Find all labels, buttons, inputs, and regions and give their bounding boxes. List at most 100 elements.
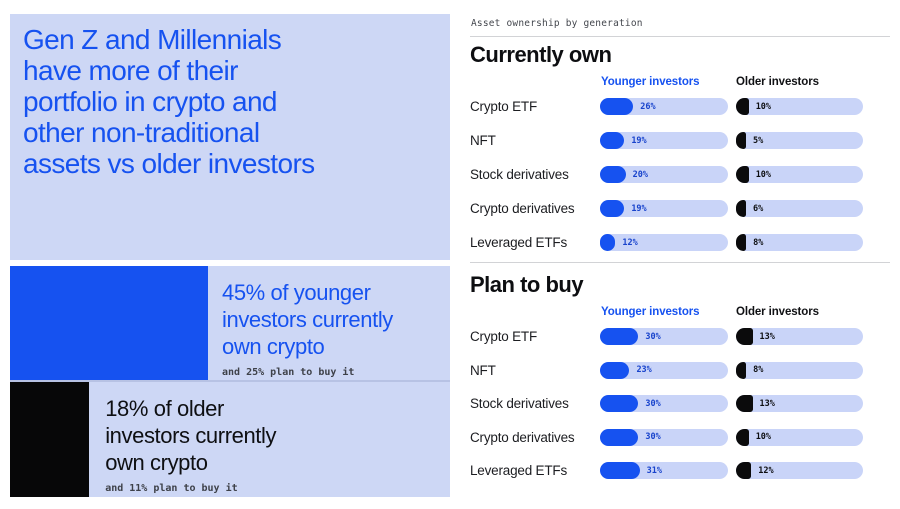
bar-older: 13% [736, 395, 863, 412]
bar-younger-fill [600, 166, 626, 183]
asset-row-leveraged-etfs: Leveraged ETFs 12% 8% [470, 227, 890, 258]
asset-row-crypto-derivatives: Crypto derivatives 30% 10% [470, 422, 890, 453]
bar-older-value: 6% [753, 203, 764, 214]
bar-younger-fill [600, 132, 625, 149]
bar-younger-value: 12% [622, 237, 638, 248]
asset-label: Leveraged ETFs [470, 463, 567, 478]
bar-younger: 30% [600, 428, 728, 446]
bar-older-fill [736, 428, 749, 446]
bar-younger: 31% [600, 462, 728, 479]
legend-older: Older investors [736, 76, 819, 88]
asset-label: Leveraged ETFs [470, 235, 567, 250]
asset-label: NFT [470, 133, 496, 148]
bar-younger-fill [600, 98, 634, 115]
bar-younger: 26% [600, 98, 728, 115]
older-callout-text: 18% of older investors currently own cry… [105, 396, 277, 475]
asset-label: Crypto ETF [470, 99, 538, 114]
bar-older-value: 5% [753, 135, 764, 146]
bar-younger: 12% [600, 234, 728, 251]
bar-younger-fill [600, 395, 639, 412]
asset-label: Crypto derivatives [470, 429, 575, 445]
bar-younger-fill [600, 328, 639, 345]
chart-column: Asset ownership by generation Currently … [470, 0, 890, 509]
headline-panel: Gen Z and Millennials have more of their… [10, 14, 450, 260]
left-column: Gen Z and Millennials have more of their… [10, 14, 450, 497]
bar-older-fill [736, 132, 746, 149]
section-divider [470, 262, 890, 263]
bar-older: 8% [736, 361, 863, 379]
bar-older: 8% [736, 234, 863, 251]
bar-younger-value: 23% [636, 365, 652, 375]
bar-younger-value: 31% [646, 465, 663, 476]
younger-callout-subtext: and 25% plan to buy it [222, 367, 355, 378]
bar-older-value: 8% [753, 237, 764, 248]
eyebrow-label: Asset ownership by generation [471, 18, 643, 29]
asset-label: Stock derivatives [470, 167, 569, 182]
bar-older-value: 10% [755, 432, 772, 442]
younger-stat-bar [10, 266, 208, 380]
headline-text: Gen Z and Millennials have more of their… [23, 24, 315, 179]
asset-row-leveraged-etfs: Leveraged ETFs 31% 12% [470, 455, 890, 486]
older-callout-body: 18% of older investors currently own cry… [89, 382, 450, 497]
asset-label: NFT [470, 362, 496, 378]
bar-younger: 19% [600, 200, 728, 217]
asset-row-stock-derivatives: Stock derivatives 30% 13% [470, 388, 890, 419]
bar-younger-fill [600, 462, 640, 479]
bar-older-value: 8% [753, 365, 764, 375]
older-stat-bar [10, 382, 90, 497]
asset-row-nft: NFT 23% 8% [470, 355, 890, 386]
asset-row-crypto-etf: Crypto ETF 26% 10% [470, 91, 890, 122]
bar-older-value: 12% [758, 465, 774, 476]
bar-younger-value: 20% [632, 169, 648, 180]
legend-younger: Younger investors [601, 306, 700, 318]
legend-older: Older investors [736, 306, 819, 318]
bar-younger-fill [600, 361, 630, 379]
top-divider [470, 36, 890, 37]
bar-younger-fill [600, 234, 616, 251]
bar-younger-value: 19% [631, 135, 647, 146]
bar-older: 6% [736, 200, 863, 217]
asset-row-stock-derivatives: Stock derivatives 20% 10% [470, 159, 890, 190]
asset-row-nft: NFT 19% 5% [470, 125, 890, 156]
bar-younger: 19% [600, 132, 728, 149]
bar-older-fill [736, 462, 752, 479]
bar-older-value: 10% [755, 101, 772, 112]
bar-younger: 23% [600, 361, 728, 379]
bar-younger-value: 19% [631, 203, 647, 214]
bar-older-fill [736, 200, 746, 217]
bar-older-fill [736, 98, 749, 115]
asset-row-crypto-etf: Crypto ETF 30% 13% [470, 321, 890, 352]
bar-younger-fill [600, 428, 639, 446]
older-callout-subtext: and 11% plan to buy it [105, 483, 238, 494]
section-title-currently-own: Currently own [470, 42, 612, 67]
legend-row-currently-own: Younger investors Older investors [470, 76, 890, 91]
bar-younger-value: 30% [645, 432, 661, 442]
younger-callout: 45% of younger investors currently own c… [10, 266, 450, 380]
bar-younger-value: 30% [645, 398, 661, 409]
bar-younger-value: 26% [640, 101, 656, 112]
bar-older: 10% [736, 98, 863, 115]
asset-label: Crypto derivatives [470, 201, 575, 216]
bar-older: 13% [736, 328, 863, 345]
bar-older-value: 13% [759, 398, 775, 409]
section-title-plan-to-buy: Plan to buy [470, 272, 584, 297]
bar-older-value: 10% [755, 169, 772, 180]
legend-younger: Younger investors [601, 76, 700, 88]
bar-older: 5% [736, 132, 863, 149]
asset-label: Stock derivatives [470, 396, 569, 411]
younger-callout-body: 45% of younger investors currently own c… [208, 266, 450, 380]
asset-label: Crypto ETF [470, 329, 538, 344]
bar-older-fill [736, 361, 747, 379]
younger-callout-text: 45% of younger investors currently own c… [222, 280, 393, 359]
bar-younger-fill [600, 200, 625, 217]
bar-older-value: 13% [759, 331, 775, 342]
bar-older: 10% [736, 166, 863, 183]
legend-row-plan-to-buy: Younger investors Older investors [470, 306, 890, 321]
bar-older-fill [736, 395, 753, 412]
section-rows-currently-own: Crypto ETF 26% 10% NFT 19% 5% Stock derivative… [470, 91, 890, 263]
bar-older-fill [736, 234, 747, 251]
asset-row-crypto-derivatives: Crypto derivatives 19% 6% [470, 193, 890, 224]
bar-younger: 30% [600, 328, 728, 345]
bar-younger: 20% [600, 166, 728, 183]
section-rows-plan-to-buy: Crypto ETF 30% 13% NFT 23% 8% Stock derivative… [470, 321, 890, 491]
